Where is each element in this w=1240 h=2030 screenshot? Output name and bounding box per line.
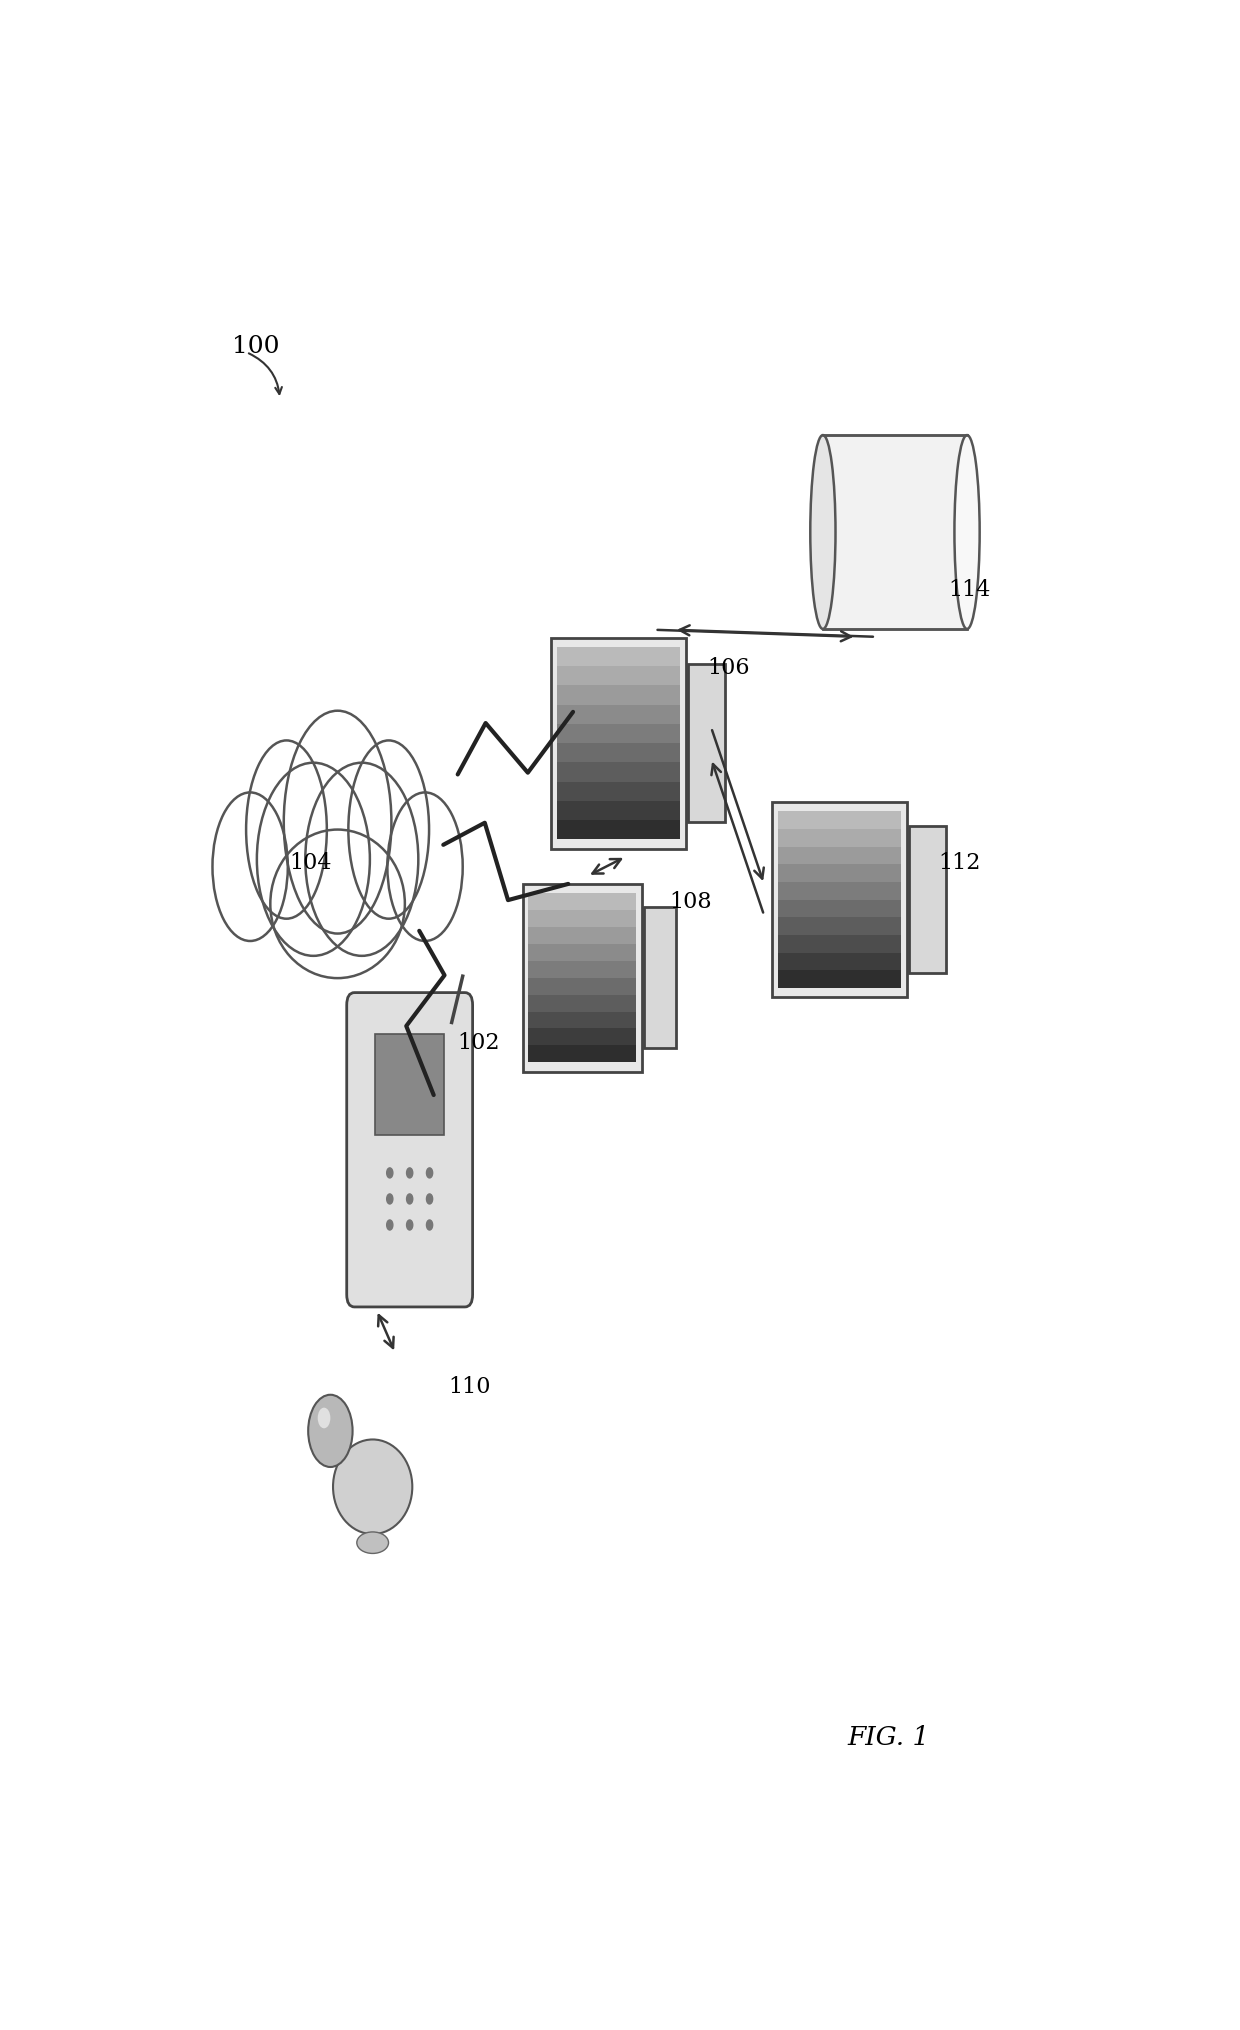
- Ellipse shape: [810, 436, 836, 629]
- FancyBboxPatch shape: [779, 899, 901, 918]
- FancyBboxPatch shape: [528, 962, 636, 978]
- Circle shape: [309, 1395, 352, 1468]
- FancyBboxPatch shape: [528, 944, 636, 962]
- Circle shape: [317, 1409, 330, 1429]
- FancyBboxPatch shape: [557, 668, 681, 686]
- Circle shape: [427, 1220, 433, 1230]
- Ellipse shape: [357, 1533, 388, 1553]
- FancyBboxPatch shape: [779, 936, 901, 954]
- Ellipse shape: [387, 794, 463, 942]
- FancyBboxPatch shape: [823, 436, 967, 629]
- FancyBboxPatch shape: [557, 820, 681, 840]
- FancyBboxPatch shape: [779, 830, 901, 847]
- Text: 106: 106: [708, 656, 750, 678]
- FancyBboxPatch shape: [909, 826, 946, 972]
- FancyBboxPatch shape: [522, 885, 642, 1072]
- Ellipse shape: [334, 1439, 413, 1535]
- FancyBboxPatch shape: [779, 812, 901, 830]
- Circle shape: [427, 1194, 433, 1204]
- Circle shape: [387, 1194, 393, 1204]
- Text: 102: 102: [458, 1031, 500, 1054]
- Ellipse shape: [955, 436, 980, 629]
- FancyBboxPatch shape: [528, 928, 636, 944]
- Text: 114: 114: [947, 579, 991, 601]
- FancyBboxPatch shape: [557, 686, 681, 704]
- FancyBboxPatch shape: [376, 1035, 444, 1135]
- Circle shape: [427, 1169, 433, 1177]
- Ellipse shape: [305, 763, 418, 956]
- FancyBboxPatch shape: [557, 763, 681, 782]
- Circle shape: [407, 1169, 413, 1177]
- Circle shape: [407, 1194, 413, 1204]
- Circle shape: [387, 1220, 393, 1230]
- FancyBboxPatch shape: [347, 993, 472, 1307]
- FancyBboxPatch shape: [528, 893, 636, 911]
- Ellipse shape: [270, 830, 404, 978]
- Text: 104: 104: [290, 853, 332, 873]
- Ellipse shape: [284, 710, 392, 934]
- Text: FIG. 1: FIG. 1: [847, 1723, 929, 1750]
- FancyBboxPatch shape: [528, 911, 636, 928]
- FancyBboxPatch shape: [557, 743, 681, 763]
- FancyBboxPatch shape: [644, 907, 677, 1050]
- FancyBboxPatch shape: [773, 802, 906, 999]
- Ellipse shape: [246, 741, 327, 920]
- Ellipse shape: [257, 763, 370, 956]
- Ellipse shape: [348, 741, 429, 920]
- FancyBboxPatch shape: [688, 664, 725, 822]
- FancyBboxPatch shape: [557, 648, 681, 668]
- FancyBboxPatch shape: [557, 725, 681, 743]
- FancyBboxPatch shape: [528, 978, 636, 995]
- Circle shape: [387, 1169, 393, 1177]
- FancyBboxPatch shape: [528, 995, 636, 1013]
- FancyBboxPatch shape: [552, 637, 686, 849]
- FancyBboxPatch shape: [557, 802, 681, 820]
- Ellipse shape: [212, 794, 288, 942]
- Text: 110: 110: [448, 1376, 491, 1397]
- FancyBboxPatch shape: [779, 883, 901, 899]
- FancyBboxPatch shape: [779, 865, 901, 883]
- FancyBboxPatch shape: [528, 1029, 636, 1045]
- FancyBboxPatch shape: [779, 970, 901, 989]
- Text: 112: 112: [939, 853, 981, 873]
- FancyBboxPatch shape: [557, 704, 681, 725]
- Text: 108: 108: [670, 891, 712, 914]
- Circle shape: [407, 1220, 413, 1230]
- FancyBboxPatch shape: [557, 782, 681, 802]
- FancyBboxPatch shape: [779, 954, 901, 970]
- FancyBboxPatch shape: [528, 1045, 636, 1062]
- FancyBboxPatch shape: [779, 918, 901, 936]
- Text: 100: 100: [232, 335, 279, 357]
- FancyBboxPatch shape: [779, 847, 901, 865]
- FancyBboxPatch shape: [528, 1013, 636, 1029]
